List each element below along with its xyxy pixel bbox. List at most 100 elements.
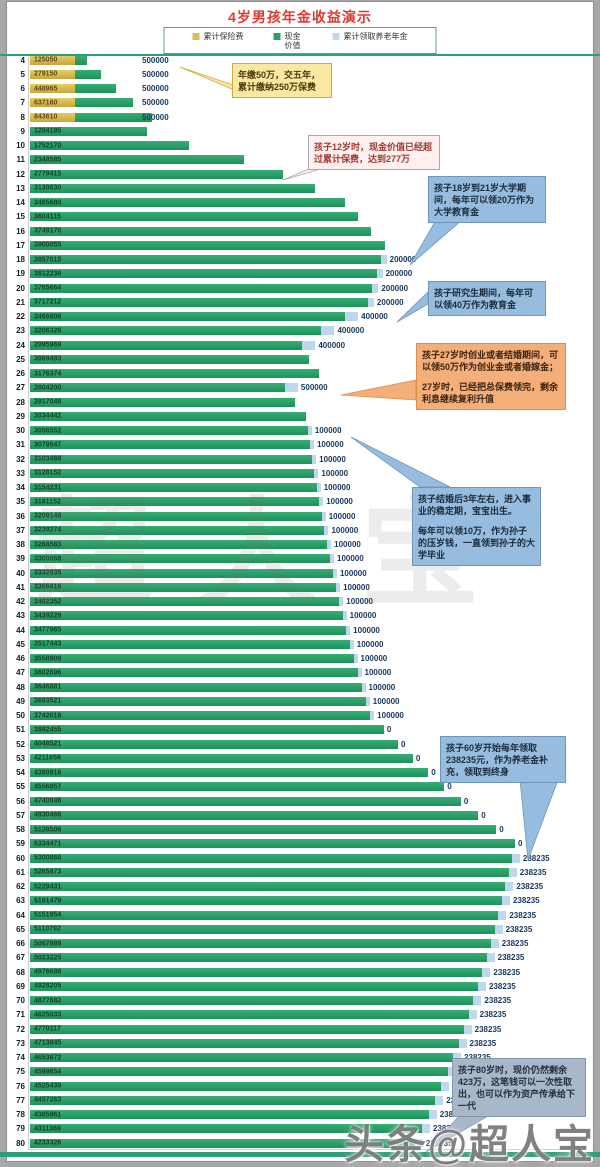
- annuity-amount-label: 238235: [522, 853, 550, 863]
- cash-value-label: 4311369: [34, 1125, 61, 1133]
- cash-value-bar: [30, 226, 371, 236]
- annuity-bar-segment: [458, 1038, 467, 1048]
- bar-track: 500000 2804200: [30, 383, 594, 393]
- bar-row-age-15: 15 3604115: [0, 210, 594, 224]
- cash-value-label: 3154231: [34, 484, 62, 491]
- bar-row-age-48: 48 100000 3646881: [0, 680, 594, 694]
- cash-value-label: 4877682: [34, 997, 62, 1004]
- annuity-bar-segment: [463, 1024, 472, 1034]
- bar-row-age-52: 52 0 4048521: [0, 737, 594, 751]
- cash-value-label: 3069493: [34, 355, 62, 363]
- annuity-amount-label: 400000: [318, 340, 346, 350]
- cash-value-bar: [30, 582, 337, 592]
- bar-track: 100000 3332835: [30, 568, 594, 578]
- cash-value-label: 125050: [34, 56, 58, 64]
- cash-value-bar: [30, 796, 461, 806]
- annuity-amount-label: 0: [447, 782, 452, 792]
- age-tick-label: 33: [16, 468, 25, 478]
- bar-row-age-53: 53 0 4211658: [0, 751, 594, 765]
- bar-track: 0 4211658: [30, 753, 594, 763]
- callout-text: 孩子12岁时，现金价值已经超过累计保费，达到277万: [314, 142, 433, 164]
- cash-value-label: 4380918: [34, 769, 62, 776]
- age-tick-label: 9: [20, 126, 25, 136]
- annuity-bar-segment: [473, 996, 482, 1005]
- bar-track: 100000 3181152: [30, 497, 594, 507]
- cash-value-label: 3646881: [34, 683, 62, 691]
- age-tick-label: 49: [16, 696, 25, 706]
- legend-swatch: [192, 33, 200, 40]
- cash-value-bar: [30, 1067, 449, 1077]
- cash-value-bar: [30, 682, 362, 692]
- age-tick-label: 38: [16, 540, 25, 549]
- annuity-bar-segment: [321, 511, 326, 521]
- age-tick-label: 12: [16, 169, 25, 179]
- cash-value-bar: [30, 255, 381, 264]
- annuity-amount-label: 238235: [505, 924, 533, 934]
- cash-value-label: 1752170: [34, 142, 62, 149]
- bar-row-age-28: 28 2917049: [0, 395, 594, 409]
- annuity-bar-segment: [367, 297, 374, 307]
- annuity-bar-segment: [302, 340, 316, 350]
- cash-value-bar: [30, 739, 399, 749]
- bar-track: 100000 3268583: [30, 540, 594, 550]
- bar-track: 0 4930466: [30, 810, 594, 820]
- age-tick-label: 65: [16, 924, 25, 934]
- age-tick-label: 69: [16, 981, 25, 991]
- callout-text: 27岁时，已经把总保费领完，剩余利息继续复利升值: [422, 382, 559, 404]
- cash-value-label: 3742019: [34, 712, 62, 719]
- annuity-amount-label: 100000: [319, 454, 346, 464]
- annuity-amount-label: 238235: [512, 896, 540, 906]
- cash-value-label: 3034442: [34, 412, 62, 420]
- cash-value-label: 4457263: [34, 1096, 62, 1104]
- cash-value-bar: [30, 212, 358, 222]
- bar-track: 238235 4928205: [30, 981, 594, 991]
- bar-row-age-33: 33 100000 3128152: [0, 466, 594, 480]
- bar-track: 238235 5191479: [30, 896, 594, 906]
- annuity-amount-label: 238235: [516, 882, 544, 891]
- age-tick-label: 67: [16, 953, 25, 963]
- bar-track: 238235 4976688: [30, 967, 594, 977]
- bar-row-age-17: 17 3900055: [0, 238, 594, 252]
- cash-value-label: 3517443: [34, 640, 62, 648]
- bar-track: 100000 3602696: [30, 668, 594, 678]
- cash-value-label: 3765664: [34, 284, 62, 292]
- callout-text: 孩子18岁到21岁大学期间，每年可以领20万作为大学教育金: [434, 183, 535, 217]
- premium-bar-segment: [30, 69, 76, 79]
- age-tick-label: 42: [16, 597, 25, 606]
- age-tick-label: 6: [20, 84, 25, 93]
- annuity-amount-label: 400000: [361, 312, 388, 321]
- premium-bar-segment: [30, 55, 76, 65]
- bar-row-age-34: 34 100000 3154231: [0, 481, 594, 495]
- bar-row-age-50: 50 100000 3742019: [0, 709, 594, 723]
- bar-track: 400000 3466806: [30, 312, 594, 322]
- callout-text: 年缴50万，交五年，累计缴纳250万保费: [238, 70, 321, 92]
- annuity-bar-segment: [314, 468, 319, 478]
- age-tick-label: 31: [16, 440, 25, 450]
- age-tick-label: 52: [16, 739, 25, 749]
- cash-value-label: 3268583: [34, 541, 62, 548]
- bar-track: 3604115: [30, 212, 594, 222]
- annuity-bar-segment: [332, 568, 337, 578]
- cash-value-label: 3466806: [34, 313, 62, 320]
- age-tick-label: 26: [16, 369, 25, 378]
- cash-value-bar: [30, 511, 322, 521]
- cash-value-bar: [30, 924, 495, 934]
- chart-title: 4岁男孩年金收益演示: [228, 9, 372, 25]
- bar-track: 100000 3056552: [30, 426, 594, 436]
- bar-row-age-12: 12 2779415: [0, 167, 594, 181]
- cash-value-label: 3558909: [34, 655, 62, 662]
- annuity-bar-segment: [330, 554, 334, 564]
- cash-value-label: 3103468: [34, 455, 62, 463]
- bar-row-age-5: 5 500000 279150: [0, 67, 594, 81]
- cash-value-label: 4740046: [34, 797, 62, 805]
- bar-track: 100000 3477965: [30, 625, 594, 635]
- annuity-amount-label: 100000: [360, 654, 388, 663]
- age-tick-label: 8: [20, 112, 25, 122]
- bar-row-age-40: 40 100000 3332835: [0, 566, 594, 580]
- note-grandson-gift-money: 孩子结婚后3年左右，进入事业的稳定期，宝宝出生。 每年可以领10万，作为孙子的压岁…: [412, 487, 541, 566]
- bar-track: 3465680: [30, 198, 594, 208]
- bar-track: 3034442: [30, 411, 594, 421]
- bar-track: 100000 3693521: [30, 696, 594, 706]
- annuity-amount-label: 0: [401, 739, 406, 749]
- annuity-amount-label: 500000: [300, 383, 328, 393]
